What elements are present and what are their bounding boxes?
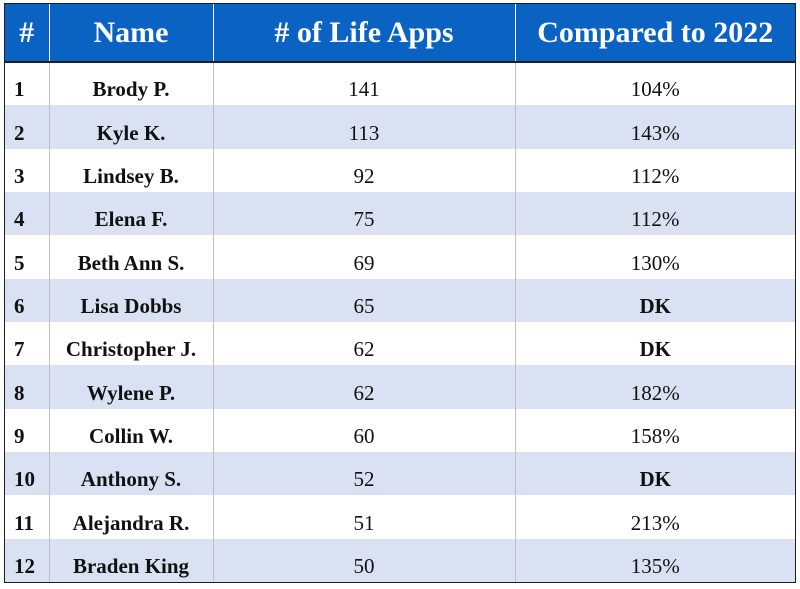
leaderboard-table-container: # Name # of Life Apps Compared to 2022 1… <box>4 3 796 583</box>
cell-life-apps: 60 <box>213 408 516 452</box>
column-header-name: Name <box>49 4 214 63</box>
cell-name: Lisa Dobbs <box>49 278 214 322</box>
cell-name: Brody P. <box>49 62 214 106</box>
table-row: 2 Kyle K. 113 143% <box>5 105 795 149</box>
cell-life-apps: 75 <box>213 191 516 236</box>
table-row: 3 Lindsey B. 92 112% <box>5 148 795 192</box>
cell-compared-2022: DK <box>639 293 672 318</box>
table-row: 11 Alejandra R. 51 213% <box>5 495 795 539</box>
cell-rank: 7 <box>5 321 50 366</box>
cell-rank: 5 <box>5 235 50 279</box>
cell-name: Elena F. <box>49 191 214 236</box>
cell-name: Beth Ann S. <box>49 235 214 279</box>
table-row: 6 Lisa Dobbs 65 DK <box>5 278 795 322</box>
cell-compared-2022: 213% <box>630 510 680 535</box>
cell-rank: 3 <box>5 148 50 192</box>
cell-compared-2022: 104% <box>630 77 680 102</box>
cell-rank: 12 <box>5 538 50 582</box>
table-header-row: # Name # of Life Apps Compared to 2022 <box>5 4 795 63</box>
leaderboard-table: # Name # of Life Apps Compared to 2022 1… <box>5 4 795 582</box>
cell-life-apps: 51 <box>213 495 516 539</box>
table-row: 9 Collin W. 60 158% <box>5 408 795 452</box>
cell-life-apps: 62 <box>213 365 516 409</box>
cell-compared-2022: DK <box>639 337 672 362</box>
table-row: 5 Beth Ann S. 69 130% <box>5 235 795 279</box>
cell-rank: 6 <box>5 278 50 322</box>
cell-life-apps: 113 <box>213 105 516 149</box>
column-header-rank: # <box>5 4 50 63</box>
cell-compared-2022: 112% <box>631 163 680 188</box>
cell-compared-2022: 143% <box>630 120 680 145</box>
cell-life-apps: 62 <box>213 321 516 366</box>
cell-rank: 11 <box>5 495 50 539</box>
cell-name: Collin W. <box>49 408 214 452</box>
cell-compared-2022: DK <box>639 467 672 492</box>
table-row: 12 Braden King 50 135% <box>5 538 795 582</box>
cell-rank: 2 <box>5 105 50 149</box>
cell-life-apps: 52 <box>213 451 516 496</box>
cell-compared-2022: 130% <box>630 250 680 275</box>
cell-life-apps: 69 <box>213 235 516 279</box>
cell-name: Wylene P. <box>49 365 214 409</box>
table-body: 1 Brody P. 141 104% 2 Kyle K. 113 143% 3 Lindsey … <box>5 62 795 582</box>
cell-name: Lindsey B. <box>49 148 214 192</box>
cell-name: Anthony S. <box>49 451 214 496</box>
table-row: 7 Christopher J. 62 DK <box>5 321 795 366</box>
cell-name: Christopher J. <box>49 321 214 366</box>
cell-compared-2022: 182% <box>630 380 680 405</box>
cell-life-apps: 141 <box>213 62 516 106</box>
table-row: 1 Brody P. 141 104% <box>5 62 795 106</box>
cell-life-apps: 50 <box>213 538 516 582</box>
cell-name: Braden King <box>49 538 214 582</box>
cell-rank: 8 <box>5 365 50 409</box>
cell-compared-2022: 158% <box>630 423 680 448</box>
column-header-compared-2022: Compared to 2022 <box>515 4 795 63</box>
cell-name: Alejandra R. <box>49 495 214 539</box>
cell-rank: 4 <box>5 191 50 236</box>
cell-life-apps: 65 <box>213 278 516 322</box>
table-row: 4 Elena F. 75 112% <box>5 191 795 236</box>
cell-compared-2022: 135% <box>630 554 680 578</box>
cell-rank: 1 <box>5 62 50 106</box>
table-row: 10 Anthony S. 52 DK <box>5 451 795 496</box>
cell-rank: 9 <box>5 408 50 452</box>
cell-name: Kyle K. <box>49 105 214 149</box>
cell-compared-2022: 112% <box>631 207 680 232</box>
column-header-life-apps: # of Life Apps <box>213 4 516 63</box>
table-row: 8 Wylene P. 62 182% <box>5 365 795 409</box>
cell-life-apps: 92 <box>213 148 516 192</box>
cell-rank: 10 <box>5 451 50 496</box>
